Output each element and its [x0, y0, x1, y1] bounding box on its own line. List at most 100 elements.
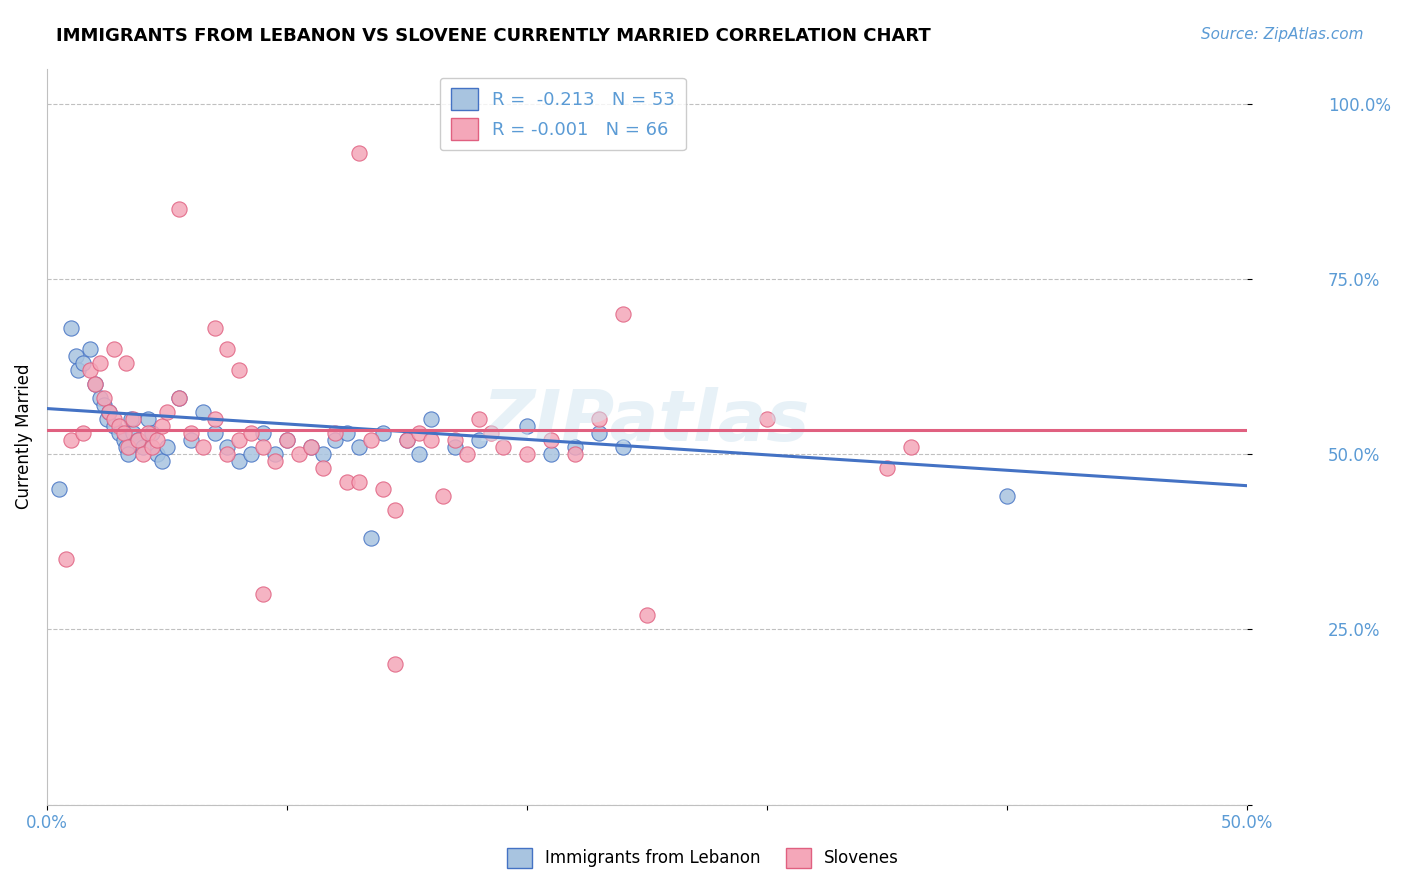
Point	[263, 454, 285, 468]
Point	[228, 454, 250, 468]
Legend: Immigrants from Lebanon, Slovenes: Immigrants from Lebanon, Slovenes	[501, 841, 905, 875]
Point	[132, 440, 155, 454]
Point	[115, 440, 138, 454]
Point	[156, 405, 179, 419]
Point	[755, 412, 778, 426]
Point	[263, 447, 285, 461]
Text: ZIPatlas: ZIPatlas	[484, 387, 810, 457]
Point	[108, 426, 131, 441]
Point	[93, 398, 115, 412]
Point	[876, 461, 898, 475]
Point	[48, 482, 70, 496]
Text: Source: ZipAtlas.com: Source: ZipAtlas.com	[1201, 27, 1364, 42]
Point	[408, 426, 430, 441]
Point	[276, 433, 298, 447]
Y-axis label: Currently Married: Currently Married	[15, 364, 32, 509]
Point	[588, 426, 610, 441]
Point	[252, 440, 274, 454]
Point	[89, 391, 111, 405]
Point	[516, 447, 538, 461]
Point	[67, 363, 90, 377]
Point	[239, 426, 262, 441]
Point	[108, 419, 131, 434]
Point	[384, 657, 406, 672]
Point	[323, 433, 346, 447]
Point	[347, 145, 370, 160]
Point	[191, 405, 214, 419]
Point	[96, 412, 118, 426]
Point	[540, 433, 562, 447]
Legend: R =  -0.213   N = 53, R = -0.001   N = 66: R = -0.213 N = 53, R = -0.001 N = 66	[440, 78, 686, 151]
Point	[360, 433, 382, 447]
Point	[336, 426, 359, 441]
Point	[371, 482, 394, 496]
Point	[98, 405, 121, 419]
Point	[312, 461, 335, 475]
Point	[252, 426, 274, 441]
Point	[215, 447, 238, 461]
Point	[136, 426, 159, 441]
Point	[588, 412, 610, 426]
Point	[103, 419, 125, 434]
Point	[228, 363, 250, 377]
Point	[79, 363, 101, 377]
Point	[89, 356, 111, 370]
Point	[141, 440, 163, 454]
Point	[167, 391, 190, 405]
Point	[336, 475, 359, 490]
Point	[347, 475, 370, 490]
Point	[636, 608, 658, 623]
Point	[127, 433, 149, 447]
Point	[564, 440, 586, 454]
Point	[150, 454, 173, 468]
Point	[900, 440, 922, 454]
Point	[468, 412, 491, 426]
Point	[204, 321, 226, 335]
Point	[288, 447, 311, 461]
Point	[115, 356, 138, 370]
Point	[419, 433, 441, 447]
Point	[299, 440, 322, 454]
Point	[444, 433, 467, 447]
Point	[65, 349, 87, 363]
Point	[360, 531, 382, 545]
Point	[215, 342, 238, 356]
Point	[83, 377, 105, 392]
Point	[432, 489, 454, 503]
Point	[180, 433, 202, 447]
Point	[103, 412, 125, 426]
Point	[408, 447, 430, 461]
Point	[127, 433, 149, 447]
Point	[312, 447, 335, 461]
Point	[468, 433, 491, 447]
Point	[167, 202, 190, 216]
Point	[215, 440, 238, 454]
Point	[228, 433, 250, 447]
Point	[204, 412, 226, 426]
Point	[122, 412, 145, 426]
Point	[150, 419, 173, 434]
Point	[479, 426, 502, 441]
Point	[136, 412, 159, 426]
Point	[180, 426, 202, 441]
Point	[564, 447, 586, 461]
Point	[456, 447, 478, 461]
Point	[419, 412, 441, 426]
Point	[93, 391, 115, 405]
Point	[395, 433, 418, 447]
Point	[252, 587, 274, 601]
Point	[371, 426, 394, 441]
Point	[112, 433, 135, 447]
Point	[516, 419, 538, 434]
Point	[444, 440, 467, 454]
Point	[59, 321, 82, 335]
Point	[239, 447, 262, 461]
Point	[612, 307, 634, 321]
Point	[299, 440, 322, 454]
Point	[83, 377, 105, 392]
Point	[347, 440, 370, 454]
Point	[72, 426, 94, 441]
Point	[540, 447, 562, 461]
Point	[395, 433, 418, 447]
Point	[98, 405, 121, 419]
